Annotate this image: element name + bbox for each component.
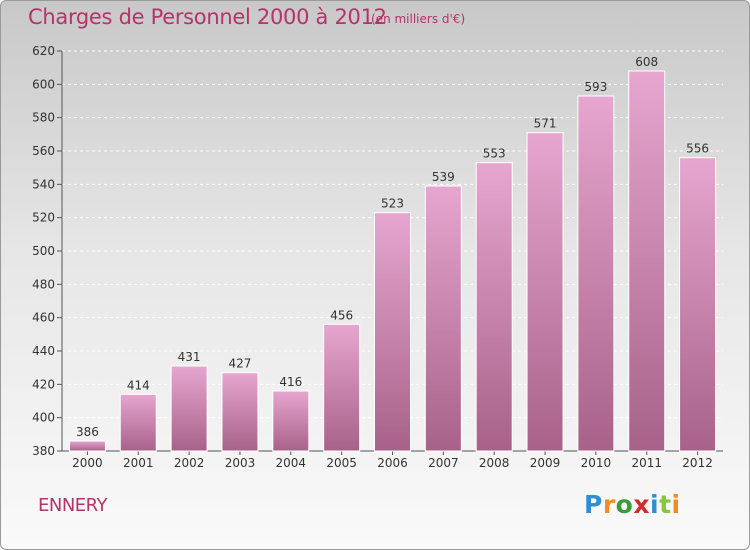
- x-tick-label: 2000: [72, 456, 103, 470]
- bar: [628, 70, 666, 452]
- logo-letter: t: [659, 490, 672, 519]
- chart-subtitle: (en milliers d'€): [371, 12, 466, 26]
- bar: [323, 323, 361, 452]
- axes: 380 400 420 440 460 480 500 520 540 560 580 600 620 2…: [32, 44, 723, 470]
- x-tick-label: 2005: [326, 456, 357, 470]
- y-tick-label: 440: [32, 344, 55, 358]
- bar: [119, 393, 157, 452]
- bar-value-label: 456: [330, 308, 353, 322]
- x-tick-label: 2003: [225, 456, 256, 470]
- bar-value-label: 553: [483, 147, 506, 161]
- y-tick-label: 580: [32, 111, 55, 125]
- bar: [424, 185, 462, 452]
- bar-value-label: 593: [584, 80, 607, 94]
- x-tick-label: 2008: [479, 456, 510, 470]
- logo-letter: P: [584, 490, 603, 519]
- x-tick-label: 2002: [174, 456, 205, 470]
- bar: [475, 162, 513, 452]
- y-tick-label: 560: [32, 144, 55, 158]
- bar-value-label: 608: [635, 55, 658, 69]
- y-tick-label: 460: [32, 311, 55, 325]
- bar: [526, 132, 564, 452]
- x-tick-label: 2004: [276, 456, 307, 470]
- y-tick-label: 400: [32, 411, 55, 425]
- y-tick-label: 520: [32, 211, 55, 225]
- bar-value-label: 431: [178, 350, 201, 364]
- x-tick-label: 2011: [631, 456, 662, 470]
- bar-value-label: 571: [534, 117, 557, 131]
- x-tick-label: 2007: [428, 456, 459, 470]
- x-tick-label: 2009: [530, 456, 561, 470]
- logo-letter: i: [650, 490, 660, 519]
- bars: [68, 70, 717, 452]
- x-tick-label: 2006: [377, 456, 408, 470]
- y-tick-label: 380: [32, 444, 55, 458]
- logo-letter: o: [615, 490, 634, 519]
- bar-value-label: 523: [381, 197, 404, 211]
- y-tick-label: 480: [32, 277, 55, 291]
- bar: [68, 440, 106, 452]
- bar: [272, 390, 310, 452]
- commune-name: ENNERY: [38, 495, 108, 516]
- bar: [221, 372, 259, 452]
- proxiti-logo: Proxiti: [584, 490, 681, 519]
- bar-value-label: 427: [229, 357, 252, 371]
- bar-value-label: 539: [432, 170, 455, 184]
- logo-letter: r: [602, 490, 616, 519]
- bar: [170, 365, 208, 452]
- y-tick-label: 540: [32, 177, 55, 191]
- logo-letter: x: [633, 490, 650, 519]
- y-tick-label: 500: [32, 244, 55, 258]
- bar-value-label: 556: [686, 142, 709, 156]
- y-tick-label: 420: [32, 377, 55, 391]
- bar: [577, 95, 615, 452]
- bar-value-label: 416: [279, 375, 302, 389]
- labels: 386 414 431 427 416 456 523 539 553 571 593 608 556: [76, 55, 709, 439]
- logo-letter: i: [671, 490, 681, 519]
- y-tick-label: 600: [32, 77, 55, 91]
- bar-value-label: 414: [127, 378, 150, 392]
- bar: [374, 212, 411, 452]
- x-tick-label: 2012: [682, 456, 713, 470]
- x-tick-label: 2010: [581, 456, 612, 470]
- chart-title: Charges de Personnel 2000 à 2012: [28, 5, 387, 29]
- bar: [679, 157, 717, 452]
- x-tick-label: 2001: [123, 456, 154, 470]
- bar-value-label: 386: [76, 425, 99, 439]
- y-tick-label: 620: [32, 44, 55, 58]
